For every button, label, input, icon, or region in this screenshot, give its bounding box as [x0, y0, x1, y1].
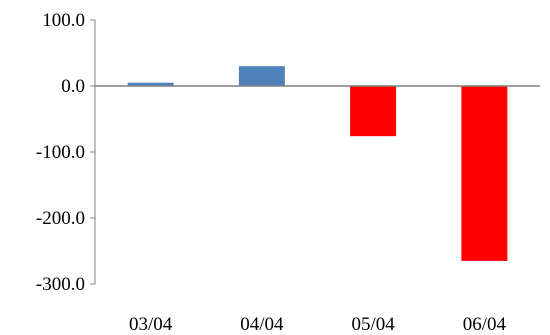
bars — [127, 66, 508, 261]
y-tick-label: 100.0 — [42, 10, 85, 31]
x-tick-label: 04/04 — [240, 314, 284, 335]
y-tick-label: 0.0 — [61, 76, 85, 97]
y-tick-label: -300.0 — [36, 274, 85, 295]
bar-04-04 — [238, 66, 285, 86]
y-tick-label: -100.0 — [36, 142, 85, 163]
bar-06-04 — [461, 86, 508, 261]
bar-03-04 — [127, 82, 174, 86]
y-axis: 100.0 0.0 -100.0 -200.0 -300.0 — [36, 10, 96, 295]
y-tick-label: -200.0 — [36, 208, 85, 229]
x-tick-label: 06/04 — [463, 314, 507, 335]
x-tick-label: 03/04 — [129, 314, 173, 335]
x-axis-labels: 03/04 04/04 05/04 06/04 — [129, 314, 507, 335]
x-tick-label: 05/04 — [351, 314, 395, 335]
bar-05-04 — [350, 86, 397, 137]
